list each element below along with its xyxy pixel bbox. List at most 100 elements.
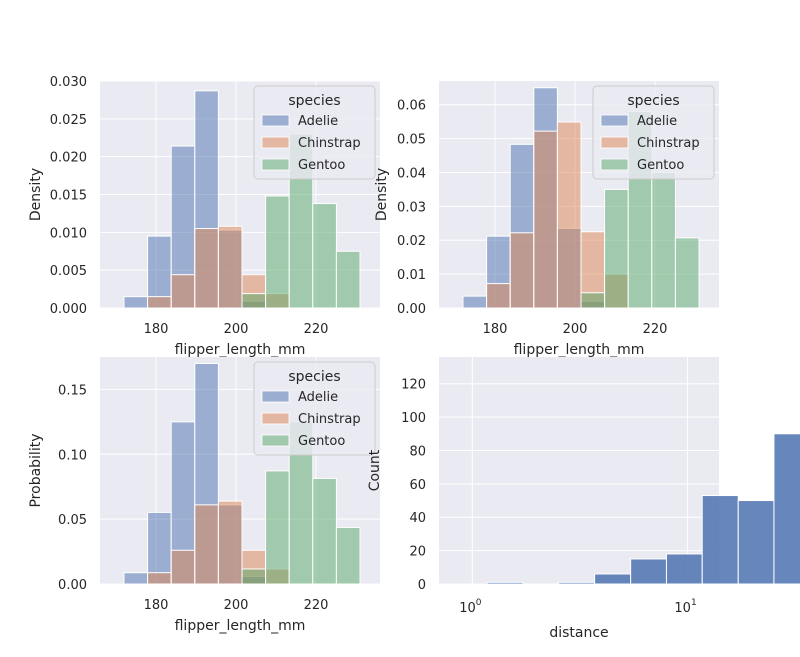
bar-gentoo — [651, 171, 676, 309]
bar-chinstrap — [170, 549, 196, 585]
x-tick-label: 200 — [224, 322, 249, 337]
bar-gentoo — [580, 292, 606, 309]
y-tick-label: 0.025 — [50, 113, 87, 128]
y-tick-label: 0.10 — [58, 448, 87, 463]
legend: species Adelie Chinstrap Gentoo — [592, 85, 715, 180]
bar-adelie — [123, 572, 149, 585]
bars — [123, 90, 361, 309]
y-tick-label: 0.05 — [397, 133, 426, 148]
legend-label-adelie: Adelie — [298, 390, 338, 405]
y-axis-label: Count — [367, 449, 383, 491]
legend-title: species — [288, 93, 340, 109]
y-tick-label: 100 — [401, 411, 426, 426]
bar-gentoo — [265, 195, 290, 309]
bar-gentoo — [335, 250, 361, 309]
y-tick-label: 0.005 — [50, 264, 87, 279]
bar-distance — [737, 500, 775, 585]
x-tick-label: 180 — [483, 322, 508, 337]
y-tick-label: 120 — [401, 378, 426, 393]
bar-chinstrap — [217, 500, 243, 585]
y-tick-label: 0.015 — [50, 189, 87, 204]
legend-swatch-chinstrap — [261, 412, 290, 425]
plot-background — [439, 357, 719, 584]
y-axis-label: Probability — [28, 433, 44, 507]
x-axis-label: flipper_length_mm — [514, 342, 645, 358]
x-tick-label: 180 — [144, 322, 169, 337]
panel-bottom-left-probability: 0.00 0.05 0.10 0.15 180 200 220 flipper_length_… — [28, 357, 380, 634]
y-tick-label: 0.030 — [50, 75, 87, 90]
y-tick-label: 40 — [409, 511, 426, 526]
legend-swatch-adelie — [261, 390, 290, 403]
y-tick-label: 0.05 — [58, 513, 87, 528]
bar-adelie — [123, 296, 149, 309]
legend: species Adelie Chinstrap Gentoo — [253, 85, 376, 180]
y-tick-label: 60 — [409, 478, 426, 493]
y-tick-label: 0.04 — [397, 166, 426, 181]
legend-frame — [592, 85, 715, 180]
x-axis-label: distance — [549, 625, 608, 641]
legend-swatch-chinstrap — [600, 136, 629, 149]
x-tick-label: 100 — [459, 598, 482, 616]
bar-chinstrap — [533, 130, 558, 309]
legend-swatch-gentoo — [261, 158, 290, 171]
bar-chinstrap — [509, 232, 535, 309]
bar-chinstrap — [147, 296, 172, 309]
x-tick-label: 200 — [563, 322, 588, 337]
x-tick-label: 180 — [144, 598, 169, 613]
bar-chinstrap — [556, 121, 582, 309]
x-tick-label: 200 — [224, 598, 249, 613]
bar-distance — [486, 581, 524, 585]
y-axis-label: Density — [374, 168, 390, 221]
y-tick-label: 0.06 — [397, 99, 426, 114]
bar-adelie — [462, 295, 488, 309]
bar-gentoo — [241, 293, 267, 309]
y-axis-label: Density — [28, 168, 44, 221]
y-tick-label: 80 — [409, 444, 426, 459]
y-tick-label: 0.15 — [58, 383, 87, 398]
bar-gentoo — [335, 526, 361, 585]
y-tick-label: 0.02 — [397, 234, 426, 249]
y-tick-label: 0.00 — [58, 578, 87, 593]
y-tick-label: 0.03 — [397, 200, 426, 215]
x-tick-label: 220 — [304, 322, 329, 337]
bar-distance — [594, 573, 632, 585]
bar-gentoo — [604, 188, 629, 309]
bar-gentoo — [312, 477, 337, 585]
legend-label-chinstrap: Chinstrap — [298, 412, 361, 427]
x-tick-label: 101 — [674, 598, 696, 616]
legend-swatch-gentoo — [261, 434, 290, 447]
y-tick-label: 0.01 — [397, 268, 426, 283]
x-tick-label: 220 — [304, 598, 329, 613]
y-tick-label: 0 — [418, 578, 426, 593]
bar-chinstrap — [170, 274, 196, 309]
legend: species Adelie Chinstrap Gentoo — [253, 361, 376, 456]
y-tick-label: 0.020 — [50, 151, 87, 166]
bar-gentoo — [674, 237, 700, 309]
bars — [486, 433, 800, 585]
bar-chinstrap — [217, 225, 243, 309]
panel-top-right-density: 0.00 0.01 0.02 0.03 0.04 0.05 0.06 180 200 220 fli… — [374, 81, 719, 358]
y-tick-label: 0.000 — [50, 302, 87, 317]
bar-distance — [558, 581, 596, 585]
bar-chinstrap — [194, 228, 219, 309]
legend-label-gentoo: Gentoo — [298, 434, 345, 449]
bar-chinstrap — [147, 572, 172, 585]
legend-swatch-gentoo — [600, 158, 629, 171]
bar-gentoo — [312, 203, 337, 309]
y-tick-label: 20 — [409, 545, 426, 560]
legend-swatch-adelie — [600, 114, 629, 127]
y-tick-label: 0.00 — [397, 302, 426, 317]
x-tick-label: 220 — [643, 322, 668, 337]
legend-label-chinstrap: Chinstrap — [637, 136, 700, 151]
bar-chinstrap — [194, 504, 219, 585]
bar-distance — [701, 495, 739, 585]
legend-title: species — [288, 369, 340, 385]
legend-label-gentoo: Gentoo — [298, 158, 345, 173]
y-tick-label: 0.010 — [50, 226, 87, 241]
legend-label-chinstrap: Chinstrap — [298, 136, 361, 151]
panel-bottom-right-distance-log: 020406080100120100101102103104distanceCo… — [367, 357, 800, 641]
legend-frame — [253, 361, 376, 456]
legend-title: species — [627, 93, 679, 109]
bar-distance — [665, 553, 703, 585]
